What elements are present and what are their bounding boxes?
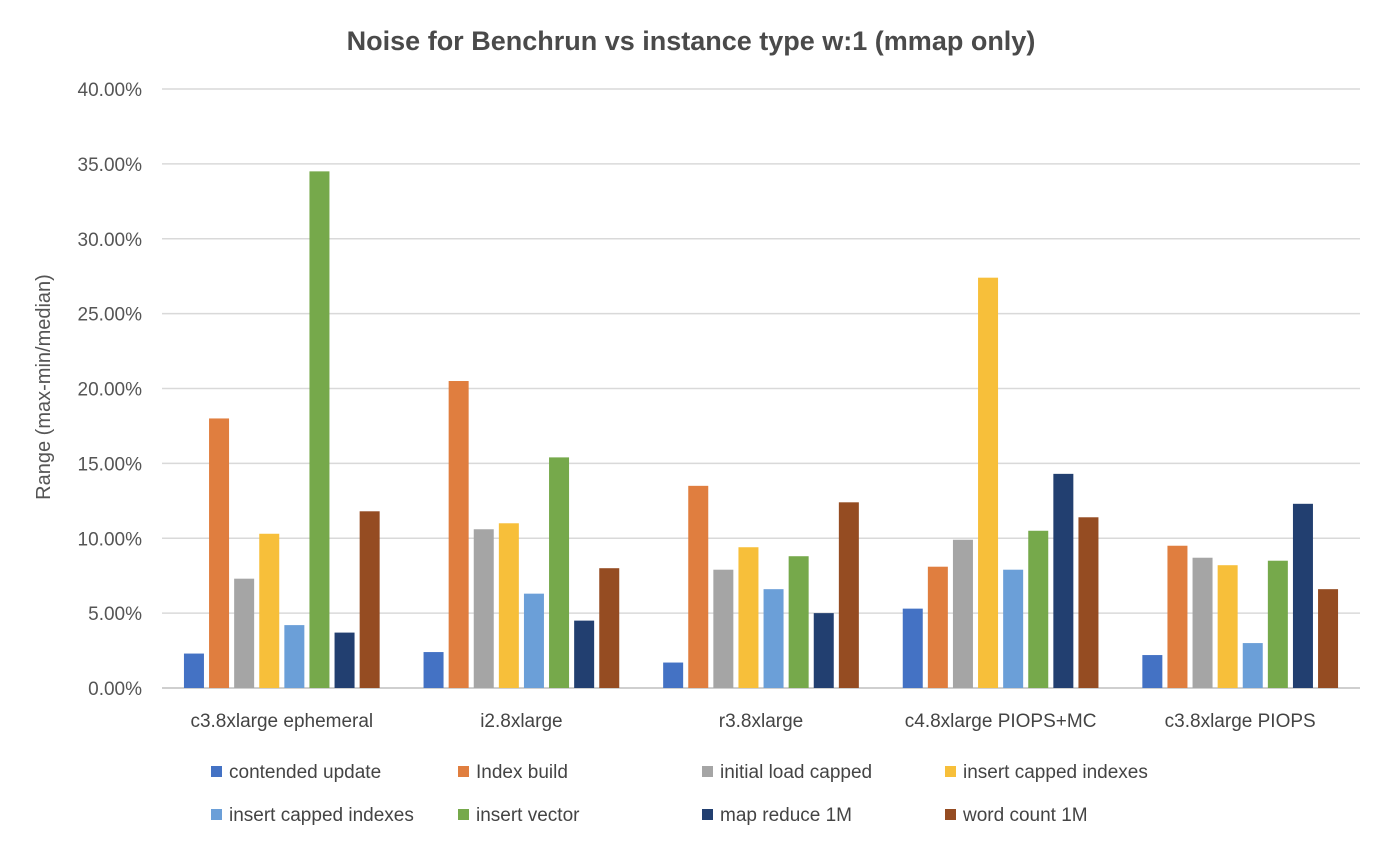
x-category-label: c4.8xlarge PIOPS+MC: [905, 711, 1097, 732]
bar: [1003, 569, 1024, 688]
bar: [599, 568, 620, 688]
chart-title: Noise for Benchrun vs instance type w:1 …: [347, 26, 1036, 56]
bar: [334, 632, 355, 688]
bar: [763, 589, 784, 688]
y-tick-label: 30.00%: [78, 230, 143, 251]
y-tick-label: 15.00%: [78, 454, 143, 475]
bar: [259, 533, 280, 688]
bar: [1142, 655, 1163, 688]
bar: [838, 502, 859, 688]
bar: [1242, 643, 1263, 688]
y-tick-label: 5.00%: [88, 604, 142, 625]
legend-swatch: [945, 766, 956, 777]
bar: [1318, 589, 1339, 688]
legend: contended update Index build initial load …: [211, 762, 1148, 826]
bar: [738, 547, 759, 688]
bar: [549, 457, 570, 688]
bar: [1078, 517, 1099, 688]
bar: [1267, 560, 1288, 688]
legend-entry: Index build: [476, 762, 568, 783]
legend-swatch: [458, 766, 469, 777]
legend-entry: initial load capped: [720, 762, 872, 783]
legend-swatch: [945, 809, 956, 820]
legend-swatch: [211, 766, 222, 777]
y-axis-ticks: 0.00% 5.00% 10.00% 15.00% 20.00% 25.00% 30.00%…: [78, 80, 143, 700]
y-tick-label: 40.00%: [78, 80, 143, 101]
bar: [1292, 503, 1313, 688]
bar: [1028, 530, 1049, 688]
bar: [688, 485, 709, 688]
y-tick-label: 25.00%: [78, 305, 143, 326]
y-tick-label: 10.00%: [78, 529, 143, 550]
legend-entry: insert capped indexes: [963, 762, 1148, 783]
bar: [1192, 557, 1213, 688]
bar: [663, 662, 684, 688]
legend-entry: insert capped indexes: [229, 805, 414, 826]
bar: [284, 625, 305, 688]
legend-swatch: [702, 766, 713, 777]
bar: [713, 569, 734, 688]
bar: [423, 652, 444, 688]
bars: [183, 171, 1339, 689]
bar: [952, 539, 973, 688]
bar: [234, 578, 255, 688]
bar: [359, 511, 380, 688]
y-tick-label: 0.00%: [88, 679, 142, 700]
legend-entry: insert vector: [476, 805, 580, 826]
bar: [574, 620, 595, 688]
bar: [1167, 545, 1188, 688]
legend-entry: contended update: [229, 762, 381, 783]
bar: [448, 381, 469, 688]
bar: [183, 653, 204, 688]
y-tick-label: 20.00%: [78, 380, 143, 401]
bar: [498, 523, 519, 688]
legend-swatch: [702, 809, 713, 820]
legend-swatch: [458, 809, 469, 820]
x-category-label: c3.8xlarge PIOPS: [1165, 711, 1316, 732]
bar: [209, 418, 230, 688]
x-axis-categories: c3.8xlarge ephemeral i2.8xlarge r3.8xlarge…: [190, 711, 1315, 732]
x-category-label: i2.8xlarge: [480, 711, 562, 732]
bar: [927, 566, 948, 688]
legend-entry: map reduce 1M: [720, 805, 852, 826]
y-tick-label: 35.00%: [78, 155, 143, 176]
bar: [788, 556, 809, 688]
bar: [523, 593, 544, 688]
bar: [813, 613, 834, 688]
x-category-label: r3.8xlarge: [719, 711, 804, 732]
legend-swatch: [211, 809, 222, 820]
bar: [1217, 565, 1238, 688]
legend-entry: word count 1M: [962, 805, 1088, 826]
bar: [473, 529, 494, 688]
y-axis-label: Range (max-min/median): [33, 274, 55, 500]
bar: [1053, 473, 1074, 688]
bar: [309, 171, 330, 689]
bar: [902, 608, 923, 688]
bar: [978, 277, 999, 688]
x-category-label: c3.8xlarge ephemeral: [190, 711, 373, 732]
